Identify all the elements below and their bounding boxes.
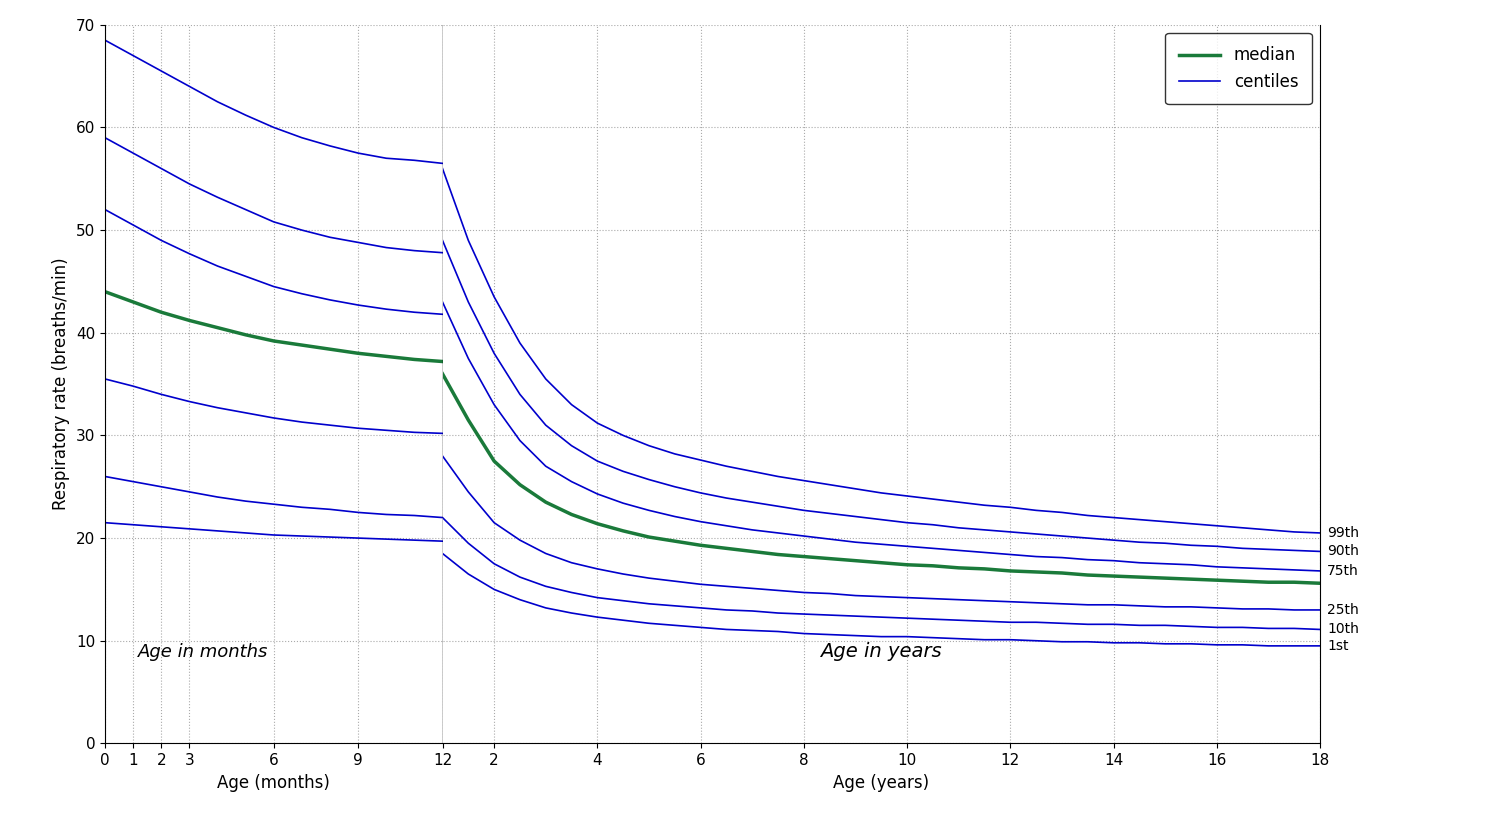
Text: Age in years: Age in years xyxy=(821,643,942,662)
Text: 25th: 25th xyxy=(1328,603,1359,617)
Text: 1st: 1st xyxy=(1328,638,1348,653)
Text: 99th: 99th xyxy=(1328,526,1359,540)
X-axis label: Age (months): Age (months) xyxy=(217,774,330,791)
Text: Age in months: Age in months xyxy=(138,643,268,662)
Text: 75th: 75th xyxy=(1328,564,1359,578)
X-axis label: Age (years): Age (years) xyxy=(833,774,930,791)
Legend: median, centiles: median, centiles xyxy=(1166,33,1311,104)
Y-axis label: Respiratory rate (breaths/min): Respiratory rate (breaths/min) xyxy=(53,258,70,510)
Text: 10th: 10th xyxy=(1328,623,1359,637)
Text: 90th: 90th xyxy=(1328,544,1359,558)
